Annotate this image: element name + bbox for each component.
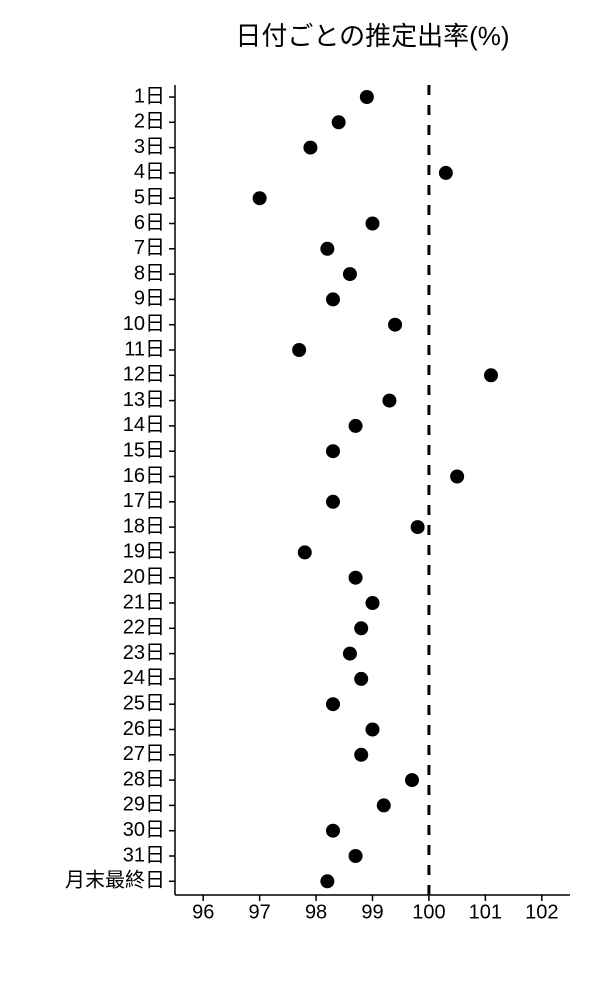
y-axis-label: 12日 bbox=[123, 364, 165, 386]
y-axis-label: 27日 bbox=[123, 743, 165, 765]
x-axis-label: 99 bbox=[361, 902, 383, 924]
y-axis-label: 9日 bbox=[134, 288, 165, 310]
data-point bbox=[382, 394, 396, 408]
data-point bbox=[366, 217, 380, 231]
data-point bbox=[343, 647, 357, 661]
data-point bbox=[366, 723, 380, 737]
data-point bbox=[343, 267, 357, 281]
y-axis-label: 10日 bbox=[123, 313, 165, 335]
y-axis-label: 7日 bbox=[134, 237, 165, 259]
data-point bbox=[439, 166, 453, 180]
y-axis-label: 21日 bbox=[123, 591, 165, 613]
y-axis-label: 23日 bbox=[123, 642, 165, 664]
data-point bbox=[326, 824, 340, 838]
y-axis: 1日 2日 3日 4日 5日 6日 7日 8日 9日 10日 11日 12日 13日 14日 15日 16日 1… bbox=[65, 85, 175, 895]
y-axis-label: 6日 bbox=[134, 212, 165, 234]
y-axis-label: 24日 bbox=[123, 667, 165, 689]
data-point bbox=[326, 444, 340, 458]
data-point bbox=[354, 621, 368, 635]
y-axis-label: 28日 bbox=[123, 768, 165, 790]
x-axis: 96 97 98 99 100 101 102 bbox=[175, 895, 570, 924]
data-point bbox=[292, 343, 306, 357]
data-point bbox=[484, 368, 498, 382]
data-point bbox=[332, 115, 346, 129]
data-point bbox=[411, 520, 425, 534]
y-axis-label: 11日 bbox=[124, 338, 165, 360]
data-point bbox=[326, 292, 340, 306]
data-point bbox=[326, 495, 340, 509]
y-axis-label: 17日 bbox=[123, 490, 165, 512]
x-axis-label: 101 bbox=[469, 902, 502, 924]
x-axis-label: 97 bbox=[249, 902, 271, 924]
data-point bbox=[360, 90, 374, 104]
x-axis-label: 100 bbox=[412, 902, 445, 924]
y-axis-label: 20日 bbox=[123, 566, 165, 588]
y-axis-label: 3日 bbox=[134, 136, 165, 158]
y-axis-label: 13日 bbox=[123, 389, 165, 411]
data-point bbox=[320, 874, 334, 888]
data-point bbox=[320, 242, 334, 256]
x-axis-label: 96 bbox=[192, 902, 214, 924]
y-axis-label: 15日 bbox=[123, 439, 165, 461]
data-point bbox=[388, 318, 402, 332]
y-axis-label: 月末最終日 bbox=[65, 869, 165, 892]
y-axis-label: 30日 bbox=[123, 819, 165, 841]
data-point bbox=[450, 470, 464, 484]
y-axis-label: 22日 bbox=[123, 617, 165, 639]
data-point bbox=[405, 773, 419, 787]
chart-container: 日付ごとの推定出率(%) 1日 2日 3日 4日 5日 6日 7日 8日 9日 10日 11日 12日… bbox=[0, 0, 600, 1000]
data-point bbox=[326, 697, 340, 711]
data-point bbox=[366, 596, 380, 610]
data-point bbox=[377, 798, 391, 812]
x-axis-label: 102 bbox=[525, 902, 558, 924]
y-axis-label: 19日 bbox=[123, 541, 165, 563]
y-axis-label: 1日 bbox=[134, 85, 165, 107]
y-axis-label: 4日 bbox=[134, 161, 165, 183]
data-point bbox=[349, 849, 363, 863]
y-axis-label: 2日 bbox=[134, 111, 165, 133]
data-point bbox=[349, 571, 363, 585]
y-axis-label: 31日 bbox=[123, 844, 165, 866]
data-point bbox=[253, 191, 267, 205]
chart-title: 日付ごとの推定出率(%) bbox=[235, 21, 509, 51]
data-point bbox=[298, 545, 312, 559]
data-point bbox=[354, 748, 368, 762]
data-points bbox=[253, 90, 498, 888]
y-axis-label: 25日 bbox=[123, 692, 165, 714]
y-axis-label: 29日 bbox=[123, 794, 165, 816]
y-axis-label: 8日 bbox=[134, 262, 165, 284]
x-axis-label: 98 bbox=[305, 902, 327, 924]
y-axis-label: 5日 bbox=[134, 186, 165, 208]
y-axis-label: 16日 bbox=[123, 465, 165, 487]
y-axis-label: 26日 bbox=[123, 718, 165, 740]
data-point bbox=[303, 141, 317, 155]
data-point bbox=[354, 672, 368, 686]
scatter-chart: 日付ごとの推定出率(%) 1日 2日 3日 4日 5日 6日 7日 8日 9日 10日 11日 12日… bbox=[0, 0, 600, 1000]
y-axis-label: 18日 bbox=[123, 515, 165, 537]
y-axis-label: 14日 bbox=[123, 414, 165, 436]
data-point bbox=[349, 419, 363, 433]
